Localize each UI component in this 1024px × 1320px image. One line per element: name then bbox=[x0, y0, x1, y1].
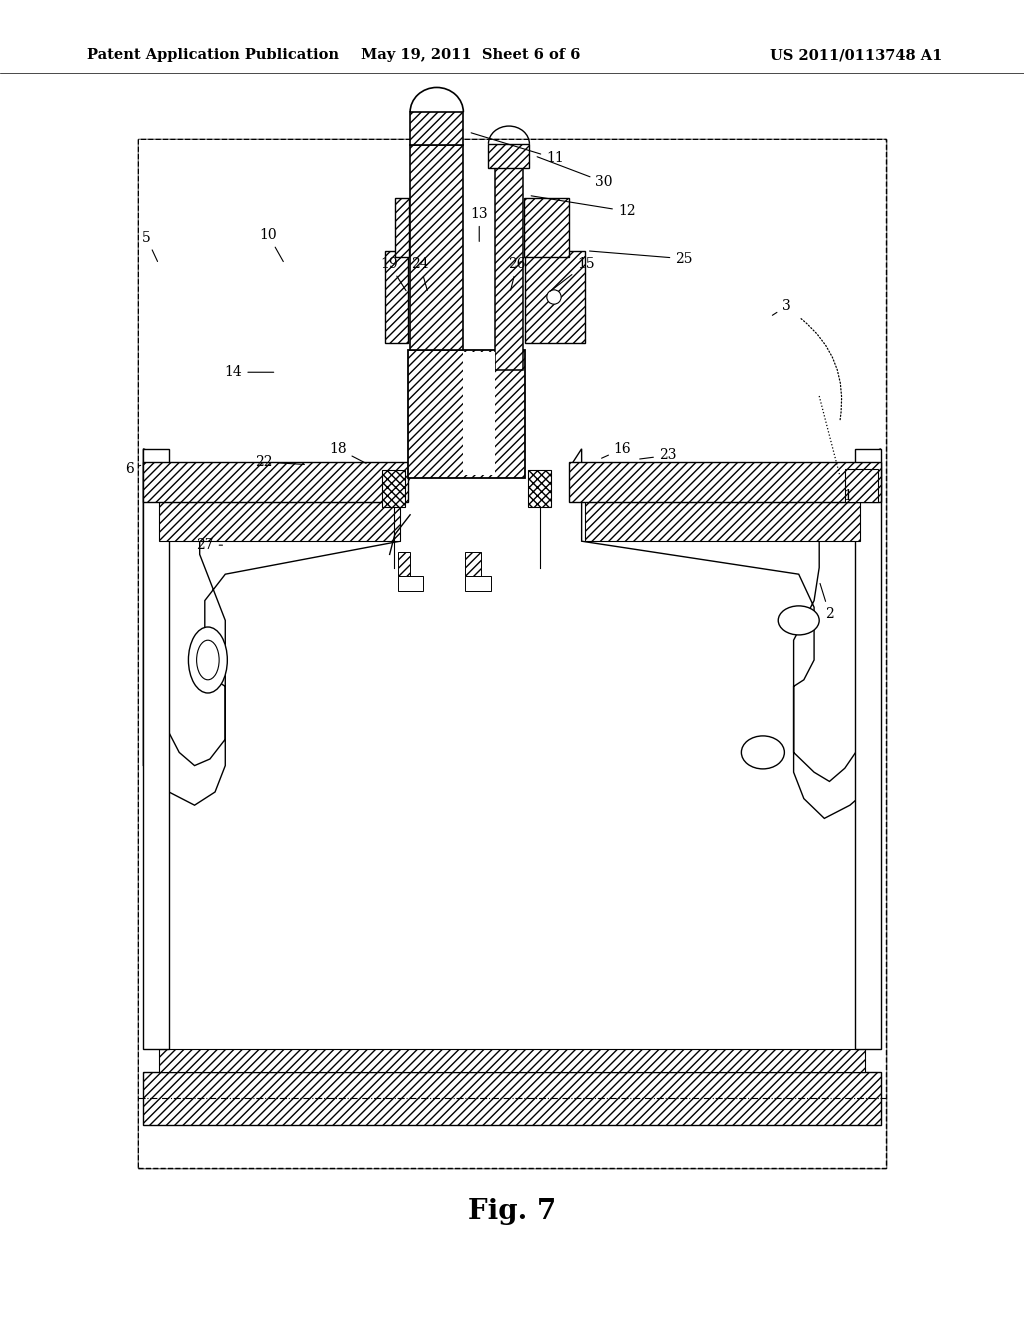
Text: 12: 12 bbox=[531, 195, 636, 218]
Bar bbox=[525, 251, 585, 343]
Bar bbox=[138, 139, 886, 1168]
Bar bbox=[845, 469, 878, 502]
Text: 27: 27 bbox=[196, 539, 222, 552]
Bar bbox=[408, 350, 525, 478]
Bar bbox=[159, 1049, 865, 1072]
Text: 11: 11 bbox=[471, 133, 564, 165]
Text: 23: 23 bbox=[640, 449, 677, 462]
Text: 13: 13 bbox=[470, 207, 488, 242]
Bar bbox=[382, 470, 404, 507]
Text: 5: 5 bbox=[142, 231, 158, 261]
Text: May 19, 2011  Sheet 6 of 6: May 19, 2011 Sheet 6 of 6 bbox=[361, 49, 581, 62]
Text: 25: 25 bbox=[590, 251, 693, 265]
Bar bbox=[524, 198, 569, 257]
Text: 6: 6 bbox=[125, 462, 140, 475]
Bar bbox=[159, 502, 399, 541]
Bar bbox=[528, 470, 551, 507]
Polygon shape bbox=[571, 449, 881, 818]
Bar bbox=[394, 198, 409, 257]
Bar bbox=[410, 112, 463, 145]
Bar bbox=[143, 462, 408, 502]
Bar bbox=[465, 552, 481, 576]
Text: 22: 22 bbox=[255, 455, 304, 469]
Bar bbox=[397, 576, 424, 591]
Bar bbox=[569, 462, 881, 502]
Ellipse shape bbox=[741, 737, 784, 768]
Text: 15: 15 bbox=[550, 257, 595, 292]
Polygon shape bbox=[143, 449, 410, 805]
Text: 10: 10 bbox=[259, 228, 284, 261]
Text: 3: 3 bbox=[772, 300, 791, 315]
Text: 14: 14 bbox=[224, 366, 273, 379]
Text: Fig. 7: Fig. 7 bbox=[468, 1199, 556, 1225]
Bar bbox=[138, 139, 886, 1168]
Bar bbox=[585, 502, 860, 541]
Ellipse shape bbox=[188, 627, 227, 693]
Bar bbox=[463, 352, 495, 475]
Text: 18: 18 bbox=[329, 442, 367, 463]
Bar bbox=[384, 251, 408, 343]
Text: Patent Application Publication: Patent Application Publication bbox=[87, 49, 339, 62]
Text: 24: 24 bbox=[411, 257, 429, 290]
Bar bbox=[143, 1072, 881, 1125]
Bar bbox=[465, 576, 492, 591]
Text: 26: 26 bbox=[508, 257, 526, 290]
Circle shape bbox=[547, 290, 561, 304]
Bar bbox=[139, 140, 885, 1167]
Text: US 2011/0113748 A1: US 2011/0113748 A1 bbox=[770, 49, 942, 62]
Text: 19: 19 bbox=[380, 257, 407, 290]
Ellipse shape bbox=[778, 606, 819, 635]
Bar bbox=[488, 144, 529, 168]
Bar bbox=[397, 552, 410, 576]
Text: 1: 1 bbox=[844, 490, 852, 503]
Text: 30: 30 bbox=[538, 157, 613, 189]
Bar bbox=[143, 449, 169, 1049]
Text: 2: 2 bbox=[820, 583, 834, 620]
Bar bbox=[410, 145, 463, 350]
Bar bbox=[495, 168, 523, 370]
Bar bbox=[855, 449, 881, 1049]
Ellipse shape bbox=[197, 640, 219, 680]
Text: 16: 16 bbox=[601, 442, 632, 458]
